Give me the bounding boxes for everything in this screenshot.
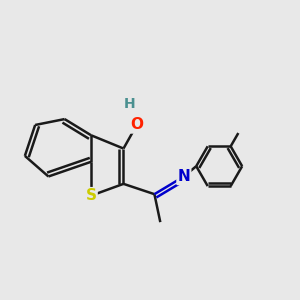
Text: O: O <box>130 118 143 133</box>
Text: N: N <box>178 169 190 184</box>
Text: H: H <box>124 98 135 111</box>
Text: S: S <box>85 188 97 203</box>
